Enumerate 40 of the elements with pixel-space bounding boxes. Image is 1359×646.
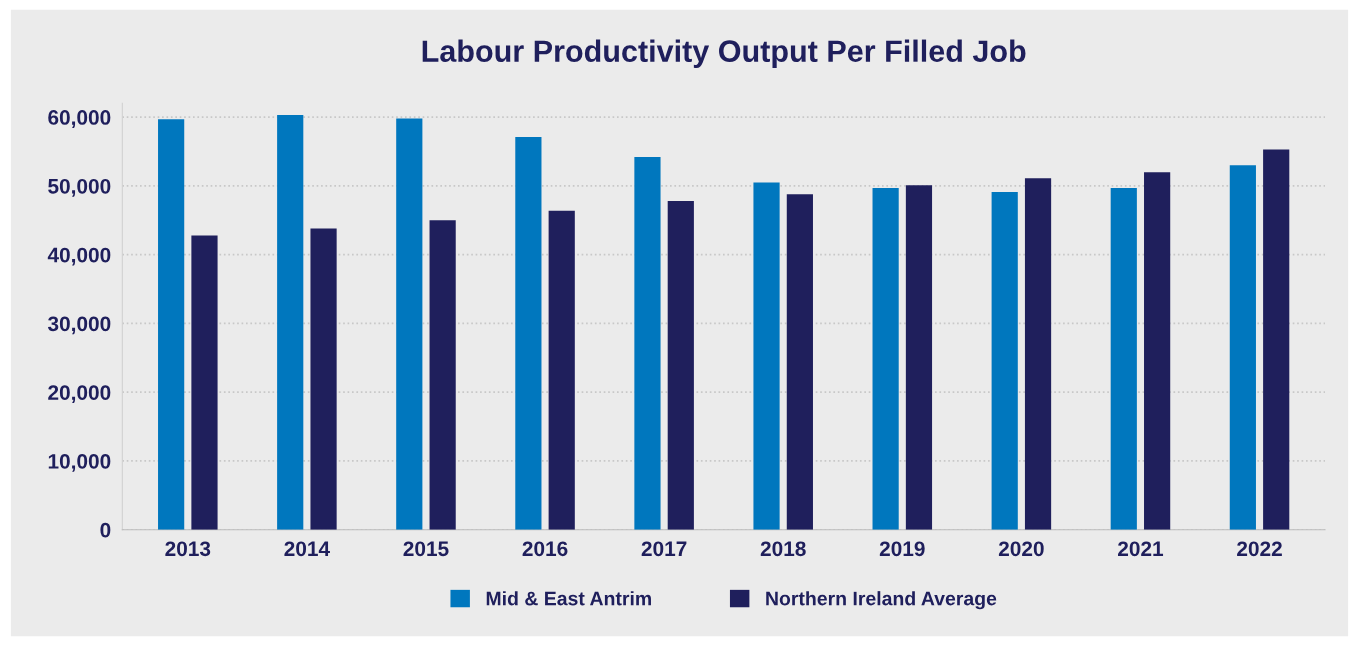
bar [667,201,694,530]
x-tick-label: 2019 [879,541,925,557]
bar [1110,187,1137,530]
y-tick-label: 40,000 [47,247,111,266]
legend-label: Northern Ireland Average [766,591,997,610]
bar [786,194,813,530]
x-tick-label: 2022 [1237,541,1282,557]
y-tick-label: 10,000 [48,453,111,472]
bar [310,228,337,530]
bar [515,137,542,530]
x-tick-label: 2020 [998,541,1044,557]
y-tick-label: 30,000 [47,316,111,335]
bar [1144,172,1171,530]
x-tick-label: 2014 [284,541,330,557]
bar [429,220,456,530]
chart-title: Labour Productivity Output Per Filled Job [422,39,1026,69]
y-tick-label: 20,000 [48,385,111,403]
y-tick-label: 60,000 [48,110,111,128]
bar [872,187,899,530]
bar [548,210,575,530]
bar [191,235,218,530]
bar [634,157,661,530]
bar [396,118,423,530]
bar [1024,178,1052,530]
y-tick-label: 0 [100,522,111,538]
x-tick-label: 2015 [403,541,449,557]
bar [905,185,933,530]
bar [1263,149,1290,530]
bar [277,115,304,530]
bar [1229,165,1256,530]
x-tick-label: 2017 [641,541,687,557]
x-tick-label: 2018 [760,541,806,557]
x-tick-label: 2013 [165,541,211,557]
x-tick-label: 2021 [1118,541,1164,557]
bar [753,182,780,530]
x-tick-label: 2016 [522,541,568,557]
bar [991,192,1018,530]
y-tick-label: 50,000 [48,178,111,197]
bar [158,119,185,530]
legend-label: Mid & East Antrim [486,591,651,606]
